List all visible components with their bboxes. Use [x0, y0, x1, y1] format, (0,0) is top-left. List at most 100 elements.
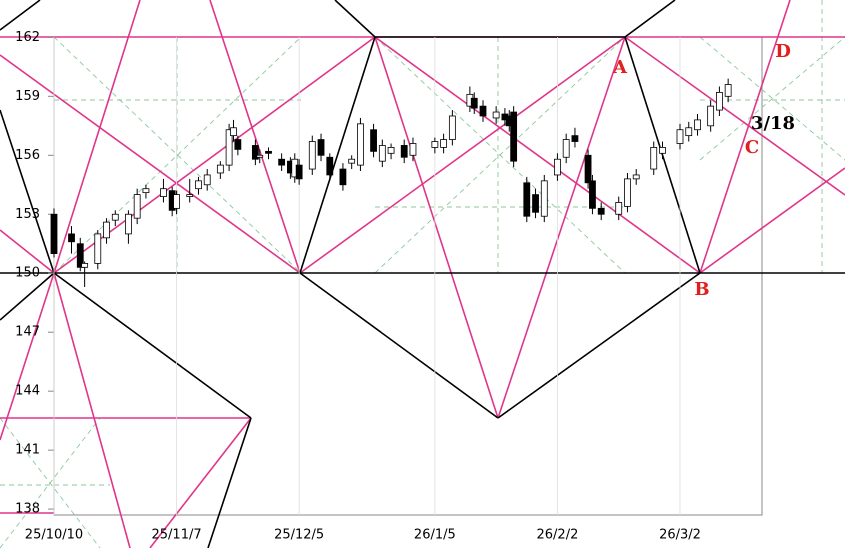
- candle-body: [133, 194, 141, 219]
- candle-body: [203, 174, 211, 186]
- y-tick-label: 156: [15, 148, 40, 163]
- candle-body: [230, 127, 237, 137]
- candle-body: [348, 158, 356, 164]
- candle-body: [510, 111, 518, 162]
- y-tick-label: 144: [15, 384, 40, 399]
- annotation: D: [775, 41, 791, 62]
- candle-body: [597, 207, 605, 215]
- candle-body: [685, 127, 693, 137]
- y-tick-label: 141: [15, 443, 40, 458]
- candle-body: [409, 143, 417, 156]
- candle-body: [659, 147, 666, 154]
- candle-body: [431, 141, 439, 148]
- candle-body: [234, 139, 242, 150]
- candle-body: [707, 105, 715, 127]
- candle-body: [125, 213, 132, 235]
- candle-body: [256, 154, 264, 158]
- guide-line: [0, 417, 101, 548]
- candle-body: [251, 145, 259, 160]
- candle-body: [632, 174, 640, 180]
- candle-body: [370, 129, 377, 152]
- candle-body: [571, 135, 579, 142]
- gann-line: [624, 36, 845, 196]
- gann-line: [149, 417, 252, 548]
- candle-body: [615, 202, 623, 215]
- gann-line: [334, 0, 376, 38]
- candle-body: [387, 147, 395, 154]
- annotation: C: [745, 137, 759, 158]
- candle-body: [523, 182, 531, 217]
- candle-body: [278, 158, 286, 166]
- candle-body: [479, 105, 487, 117]
- gann-line: [374, 36, 701, 274]
- candle-body: [68, 233, 75, 243]
- gann-line: [0, 109, 55, 274]
- gann-line: [299, 36, 376, 274]
- candle-body: [448, 115, 456, 140]
- gann-line: [0, 272, 55, 321]
- candle-body: [715, 91, 723, 111]
- x-tick-label: 25/12/5: [274, 528, 324, 543]
- candle-body: [94, 233, 102, 264]
- candle-body: [650, 147, 658, 170]
- gann-line: [374, 36, 499, 419]
- annotation: A: [612, 57, 628, 78]
- guide-line: [699, 36, 845, 161]
- candle-body: [440, 139, 448, 148]
- plot-frame: [53, 36, 763, 516]
- gann-line: [0, 0, 41, 31]
- candle-body: [142, 188, 150, 194]
- y-tick-label: 138: [15, 502, 40, 517]
- gann-line: [699, 167, 845, 274]
- x-tick-label: 26/2/2: [537, 528, 579, 543]
- candle-body: [562, 139, 570, 158]
- candle-body: [554, 158, 561, 176]
- candle-body: [589, 180, 596, 209]
- gann-line: [53, 272, 252, 419]
- x-tick-label: 25/11/7: [152, 528, 202, 543]
- gann-line: [0, 272, 55, 441]
- candle-body: [326, 156, 334, 176]
- gann-line: [699, 0, 791, 274]
- gann-line: [209, 0, 301, 274]
- gann-line: [624, 0, 676, 38]
- gann-line: [0, 54, 301, 274]
- candle-body: [694, 119, 701, 131]
- candle-body: [357, 123, 364, 166]
- candle-body: [186, 194, 194, 197]
- candle-body: [470, 97, 478, 109]
- candle-body: [76, 243, 84, 268]
- gann-line: [53, 272, 131, 548]
- gann-line: [53, 36, 376, 274]
- candle-body: [225, 129, 233, 166]
- gann-line: [53, 0, 141, 274]
- candle-body: [676, 129, 684, 144]
- candle-body: [160, 188, 167, 197]
- gann-line: [497, 272, 701, 419]
- candle-body: [173, 194, 180, 209]
- candle-body: [50, 213, 58, 254]
- candle-body: [265, 150, 272, 154]
- gann-line: [207, 417, 252, 548]
- candle-body: [624, 178, 631, 207]
- y-tick-label: 153: [15, 207, 40, 222]
- y-tick-label: 159: [15, 89, 40, 104]
- y-tick-label: 150: [15, 266, 40, 281]
- candle-body: [532, 194, 539, 213]
- x-tick-label: 26/1/5: [414, 528, 456, 543]
- gann-line: [299, 272, 499, 419]
- candle-body: [103, 221, 110, 239]
- gann-line: [497, 36, 626, 419]
- candle-body: [584, 154, 592, 184]
- candle-body: [295, 164, 303, 180]
- candle-body: [308, 141, 316, 170]
- guide-line: [699, 36, 845, 161]
- candle-body: [111, 213, 119, 221]
- candle-body: [195, 180, 202, 190]
- candle-body: [400, 145, 408, 158]
- candle-body: [216, 164, 224, 174]
- candle-body: [317, 139, 325, 156]
